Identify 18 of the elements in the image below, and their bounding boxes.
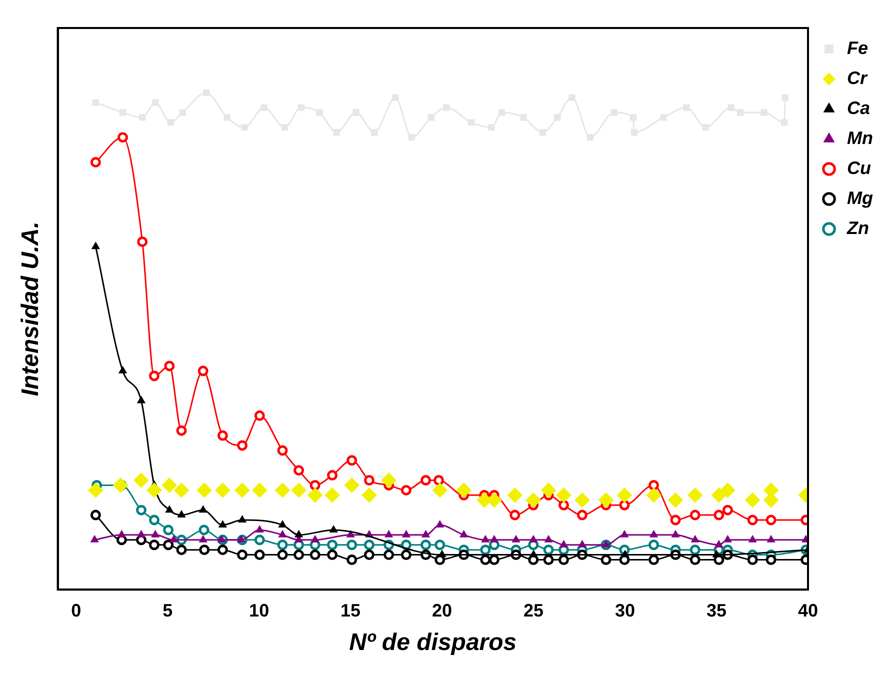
legend-label: Zn — [846, 218, 870, 238]
x-tick-label: 25 — [524, 600, 544, 620]
x-tick-label: 5 — [162, 600, 173, 620]
x-axis-title: Nº de disparos — [349, 629, 517, 656]
x-tick-label: 40 — [798, 600, 818, 620]
x-tick-label: 15 — [340, 600, 361, 620]
x-tick-label: 30 — [615, 600, 636, 620]
legend-label: Cu — [847, 158, 872, 178]
legend-label: Mg — [847, 188, 874, 208]
x-tick-label: 20 — [432, 600, 452, 620]
legend-label: Mn — [847, 128, 874, 148]
legend-label: Fe — [847, 38, 868, 58]
legend-label: Cr — [847, 68, 868, 88]
legend-label: Ca — [847, 98, 870, 118]
x-tick-label: 10 — [249, 600, 270, 620]
x-tick-label: 35 — [706, 600, 727, 620]
x-tick-label: 0 — [71, 600, 82, 620]
y-axis-title: Intensidad U.A. — [17, 221, 44, 396]
